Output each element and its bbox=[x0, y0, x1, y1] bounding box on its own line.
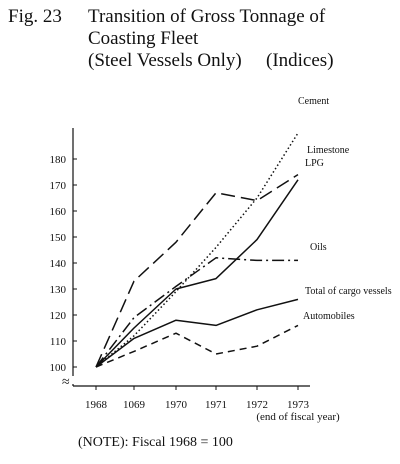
y-tick-label-180: 180 bbox=[50, 154, 67, 166]
y-axis-break-mark: ≈ bbox=[62, 375, 70, 390]
y-tick-label-100: 100 bbox=[50, 362, 67, 374]
x-tick-label-1972: 1972 bbox=[246, 399, 268, 411]
figure-label: Fig. 23 bbox=[8, 6, 62, 27]
chart-series bbox=[95, 132, 299, 368]
x-tick-label-1971: 1971 bbox=[205, 399, 227, 411]
series-label-lpg: LPG bbox=[305, 158, 324, 169]
y-tick-label-150: 150 bbox=[50, 232, 67, 244]
y-tick-label-170: 170 bbox=[50, 180, 67, 192]
x-tick-label-1970: 1970 bbox=[165, 399, 188, 411]
y-tick-label-160: 160 bbox=[50, 206, 67, 218]
series-line-limestone bbox=[95, 173, 299, 368]
y-tick-label-140: 140 bbox=[50, 258, 67, 270]
title-line-2: Coasting Fleet bbox=[88, 28, 199, 49]
y-tick-label-120: 120 bbox=[50, 310, 67, 322]
chart-labels: Cement Limestone LPG Oils Total of cargo ves… bbox=[298, 96, 392, 322]
series-line-oils bbox=[95, 257, 298, 368]
x-tick-label-1973: 1973 bbox=[287, 399, 310, 411]
title-line-1: Transition of Gross Tonnage of bbox=[88, 6, 326, 27]
series-label-oils: Oils bbox=[310, 242, 327, 253]
series-line-lpg bbox=[95, 179, 299, 368]
series-line-total-of-cargo-vessels bbox=[95, 298, 299, 368]
series-label-cement: Cement bbox=[298, 96, 329, 107]
chart-note: (NOTE): Fiscal 1968 = 100 bbox=[78, 435, 233, 450]
y-tick-label-110: 110 bbox=[50, 336, 67, 348]
title-indices: (Indices) bbox=[266, 50, 334, 71]
series-line-automobiles bbox=[95, 324, 299, 368]
chart-axes: ≈100 110 120 130 140 150 160 170 180 1968 1069 1970… bbox=[50, 128, 340, 423]
x-tick-label-1968: 1968 bbox=[85, 399, 108, 411]
series-label-total-of-cargo-vessels: Total of cargo vessels bbox=[305, 286, 392, 297]
x-axis-suffix-label: (end of fiscal year) bbox=[256, 411, 340, 423]
series-line-cement bbox=[95, 132, 299, 368]
y-tick-label-130: 130 bbox=[50, 284, 67, 296]
series-label-automobiles: Automobiles bbox=[303, 311, 355, 322]
title-line-3: (Steel Vessels Only) bbox=[88, 50, 242, 71]
x-tick-label-1069: 1069 bbox=[123, 399, 146, 411]
series-label-limestone: Limestone bbox=[307, 145, 350, 156]
